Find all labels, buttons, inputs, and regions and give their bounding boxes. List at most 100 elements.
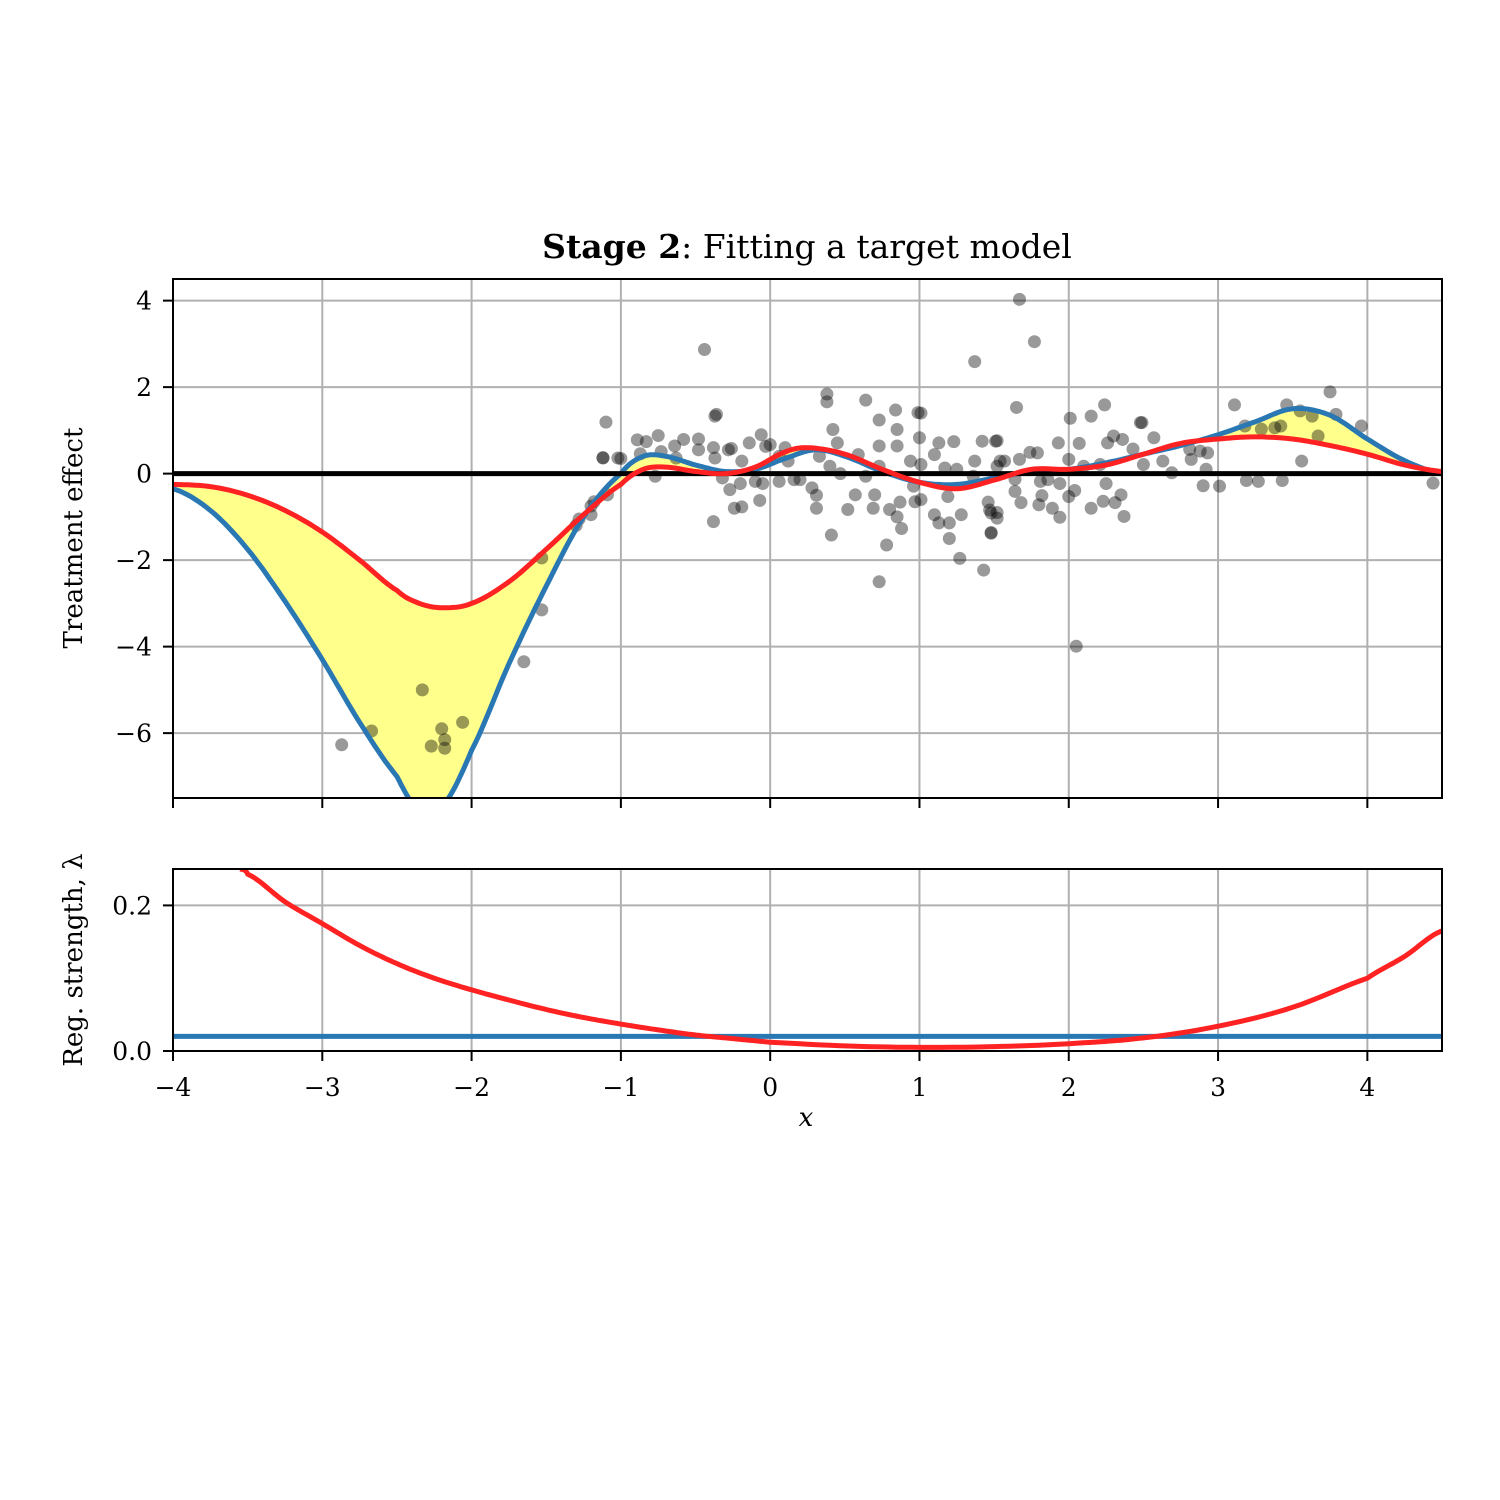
data-point [708,451,722,465]
data-point [890,510,904,524]
data-point [1117,509,1131,523]
data-point [735,500,749,514]
data-point [596,451,610,465]
data-point [630,433,644,447]
data-point [975,434,989,448]
data-point [1101,436,1115,450]
data-point [1254,422,1268,436]
data-point [914,458,928,472]
data-point [456,715,470,729]
data-point [1251,474,1265,488]
data-point [759,439,773,453]
bottom-plot-area [173,869,1442,1050]
y-tick-label: 0 [136,460,152,489]
data-point [1275,474,1289,488]
data-point [424,739,438,753]
data-point [984,525,998,539]
data-point [911,406,925,420]
x-tick-label: −2 [453,1073,490,1102]
data-point [748,474,762,488]
data-point [735,454,749,468]
x-tick-label: 4 [1359,1073,1375,1102]
data-point [954,508,968,522]
data-point [772,474,786,488]
y-tick-label: 0.2 [112,891,152,920]
x-tick-label: −1 [602,1073,639,1102]
data-point [1008,484,1022,498]
data-point [1084,501,1098,515]
x-axis-label: x [799,1103,814,1133]
data-point [1032,498,1046,512]
data-point [912,431,926,445]
data-point [677,432,691,446]
true-effect-line [173,406,1442,798]
data-point [927,448,941,462]
data-point [708,409,722,423]
data-point [793,473,807,487]
data-point [692,432,706,446]
data-point [1156,454,1170,468]
data-point [1033,474,1047,488]
data-point [1426,476,1440,490]
data-point [823,459,837,473]
data-point [723,483,737,497]
data-point [883,503,897,517]
data-point [668,439,682,453]
data-point [1193,444,1207,458]
top-y-axis-label: Treatment effect [59,427,89,648]
data-point [989,434,1003,448]
bottom-ticks: −4 −3 −2 −1 0 1 2 3 4 0.0 0.2 [112,891,1375,1102]
data-point [709,407,723,421]
data-point [990,511,1004,525]
x-tick-label: 2 [1061,1073,1077,1102]
data-point [1107,429,1121,443]
data-point [927,508,941,522]
data-point [968,355,982,369]
data-point [438,741,452,755]
data-point [990,506,1004,520]
data-point [812,449,826,463]
data-point [953,551,967,565]
data-point [1133,416,1147,430]
data-point [763,438,777,452]
data-point [914,406,928,420]
data-point [733,477,747,491]
data-point [724,442,738,456]
data-point [981,495,995,509]
data-point [1072,436,1086,450]
data-point [968,454,982,468]
data-point [1114,488,1128,502]
data-point [872,575,886,589]
data-point [872,439,886,453]
adaptive-lambda-line [238,869,1442,1050]
x-tick-label: −4 [155,1073,192,1102]
data-point [1116,432,1130,446]
data-point [1201,446,1215,460]
data-point [983,503,997,517]
data-point [706,441,720,455]
data-point [1053,477,1067,491]
data-point [1053,510,1067,524]
data-point [820,387,834,401]
data-point [977,563,991,577]
data-point [1041,473,1055,487]
y-tick-label: −6 [115,719,152,748]
data-point [914,493,928,507]
data-point [1062,490,1076,504]
data-point [1227,398,1241,412]
data-point [438,733,452,747]
data-point [639,435,653,449]
data-point [435,722,449,736]
data-point [890,439,904,453]
data-point [826,423,840,437]
data-point [1098,398,1112,412]
data-point [756,477,770,491]
data-point [611,451,625,465]
data-point [1196,479,1210,493]
data-point [754,428,768,442]
data-point [866,501,880,515]
difference-fill [173,408,1442,798]
data-point [1135,416,1149,430]
data-point [335,738,349,752]
data-point [990,434,1004,448]
